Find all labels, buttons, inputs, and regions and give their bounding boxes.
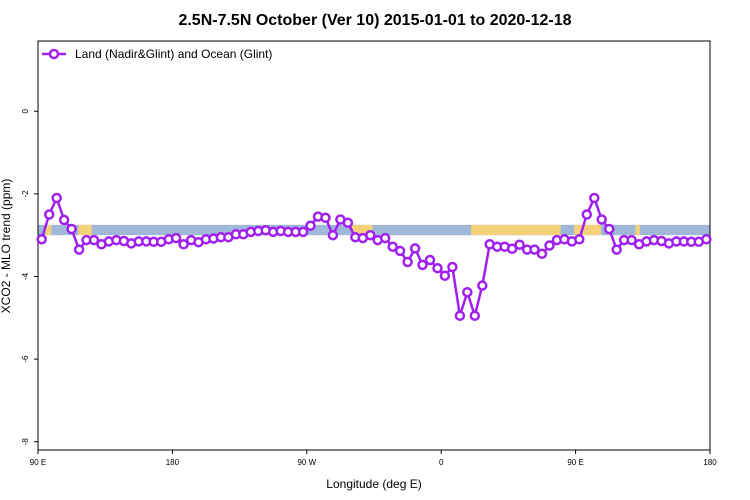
data-point xyxy=(58,214,70,226)
data-point xyxy=(417,259,428,271)
land-segment xyxy=(45,224,52,236)
data-point xyxy=(66,223,77,235)
y-tick-label: 0 xyxy=(21,108,30,113)
data-point xyxy=(51,192,62,204)
land-segment xyxy=(574,224,601,236)
data-point xyxy=(462,286,473,298)
y-tick-label: -6 xyxy=(21,355,30,363)
x-tick-label: 90 E xyxy=(30,458,46,467)
x-tick-label: 180 xyxy=(703,458,717,467)
data-point xyxy=(170,232,182,244)
chart-title: 2.5N-7.5N October (Ver 10) 2015-01-01 to… xyxy=(178,12,571,29)
data-point xyxy=(379,232,391,244)
data-point xyxy=(387,241,398,252)
axis-ticks: 90 E 180 90 W 0 90 E 180 0 -2 -4 -6 -8 xyxy=(21,108,717,467)
data-point xyxy=(320,212,331,224)
data-point xyxy=(409,243,421,254)
y-tick-label: -8 xyxy=(21,438,30,446)
y-axis-label: XCO2 - MLO trend (ppm) xyxy=(0,179,13,314)
x-axis-label: Longitude (deg E) xyxy=(326,477,421,491)
data-point xyxy=(701,234,712,245)
data-point xyxy=(469,310,481,321)
y-tick-label: -4 xyxy=(21,272,30,280)
x-tick-label: 90 W xyxy=(297,458,316,467)
ocean-band xyxy=(38,224,710,236)
data-point xyxy=(178,239,189,250)
data-point xyxy=(589,192,600,204)
data-point xyxy=(447,261,458,273)
data-point xyxy=(88,234,100,246)
data-point xyxy=(432,262,443,274)
legend-entry-label: Land (Nadir&Glint) and Ocean (Glint) xyxy=(75,47,272,61)
plot-frame xyxy=(37,40,711,451)
data-point xyxy=(477,280,488,291)
data-point xyxy=(536,248,548,260)
y-tick-label: -2 xyxy=(21,190,30,198)
data-point xyxy=(596,214,607,225)
x-tick-label: 90 E xyxy=(567,458,583,467)
legend-marker-swatch xyxy=(48,48,60,60)
data-point xyxy=(297,226,309,238)
data-point xyxy=(454,310,466,321)
data-point xyxy=(394,245,406,257)
land-segment xyxy=(471,224,561,236)
x-tick-label: 0 xyxy=(439,458,444,467)
data-point xyxy=(73,244,85,255)
data-point xyxy=(574,234,585,245)
data-point xyxy=(327,229,339,241)
data-point xyxy=(611,244,622,255)
data-point xyxy=(506,243,518,255)
land-segment xyxy=(351,224,373,236)
data-point xyxy=(424,254,436,266)
data-point xyxy=(365,229,376,241)
series-line xyxy=(40,196,707,317)
data-point xyxy=(626,234,637,246)
data-point xyxy=(439,270,451,281)
data-point xyxy=(581,209,593,220)
data-point xyxy=(603,223,615,235)
data-point xyxy=(544,240,555,251)
data-point xyxy=(36,234,47,245)
legend: Land (Nadir&Glint) and Ocean (Glint) xyxy=(42,47,272,61)
data-point xyxy=(529,244,540,255)
data-point xyxy=(514,239,525,250)
data-point xyxy=(402,256,413,268)
land-segment xyxy=(635,224,640,236)
land-segment xyxy=(78,224,92,236)
data-series xyxy=(36,192,712,321)
land-ocean-mask xyxy=(38,224,710,236)
data-point xyxy=(305,220,316,231)
data-point xyxy=(43,209,55,220)
data-point xyxy=(342,217,354,229)
x-tick-label: 180 xyxy=(166,458,180,467)
